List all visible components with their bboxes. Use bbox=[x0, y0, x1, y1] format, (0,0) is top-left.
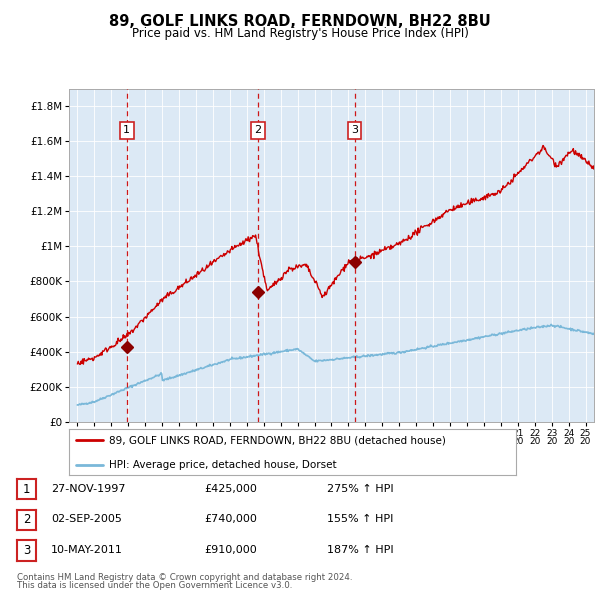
Text: £910,000: £910,000 bbox=[204, 545, 257, 555]
Text: 3: 3 bbox=[23, 544, 30, 557]
Text: 1: 1 bbox=[23, 483, 30, 496]
Text: Price paid vs. HM Land Registry's House Price Index (HPI): Price paid vs. HM Land Registry's House … bbox=[131, 27, 469, 40]
Text: 155% ↑ HPI: 155% ↑ HPI bbox=[327, 514, 394, 524]
Text: 89, GOLF LINKS ROAD, FERNDOWN, BH22 8BU (detached house): 89, GOLF LINKS ROAD, FERNDOWN, BH22 8BU … bbox=[109, 435, 446, 445]
Text: 275% ↑ HPI: 275% ↑ HPI bbox=[327, 484, 394, 493]
Text: 27-NOV-1997: 27-NOV-1997 bbox=[51, 484, 125, 493]
Text: 10-MAY-2011: 10-MAY-2011 bbox=[51, 545, 123, 555]
Text: 1: 1 bbox=[123, 125, 130, 135]
Text: Contains HM Land Registry data © Crown copyright and database right 2024.: Contains HM Land Registry data © Crown c… bbox=[17, 572, 352, 582]
Text: HPI: Average price, detached house, Dorset: HPI: Average price, detached house, Dors… bbox=[109, 460, 337, 470]
Text: 89, GOLF LINKS ROAD, FERNDOWN, BH22 8BU: 89, GOLF LINKS ROAD, FERNDOWN, BH22 8BU bbox=[109, 14, 491, 29]
Text: 02-SEP-2005: 02-SEP-2005 bbox=[51, 514, 122, 524]
Text: £425,000: £425,000 bbox=[204, 484, 257, 493]
Text: This data is licensed under the Open Government Licence v3.0.: This data is licensed under the Open Gov… bbox=[17, 581, 292, 590]
Text: 187% ↑ HPI: 187% ↑ HPI bbox=[327, 545, 394, 555]
Text: £740,000: £740,000 bbox=[204, 514, 257, 524]
Text: 2: 2 bbox=[23, 513, 30, 526]
Text: 3: 3 bbox=[351, 125, 358, 135]
Text: 2: 2 bbox=[254, 125, 262, 135]
